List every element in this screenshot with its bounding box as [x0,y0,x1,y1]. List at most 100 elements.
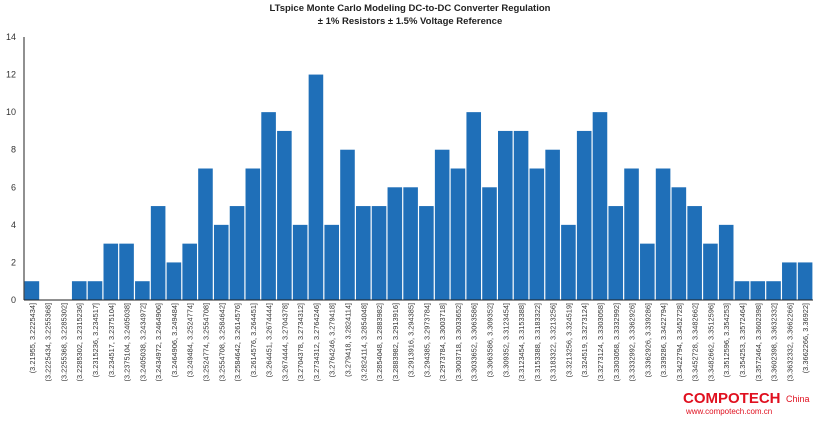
x-tick-label: (3.3033652, 3.3063586] [470,303,479,382]
x-tick-label: (3.3632332, 3.3662266] [785,303,794,382]
y-tick-label: 10 [6,107,16,117]
x-tick-label: (3.3572464, 3.3602398] [754,303,763,382]
bar [561,224,576,300]
x-axis-tick-labels: (3.21955, 3.2225434] (3.2225434, 3.225536… [28,303,810,382]
bar [403,187,418,300]
bar [419,206,434,300]
x-tick-label: (3.3153388, 3.3183322] [533,303,542,382]
x-tick-label: (3.2554708, 3.2584642] [217,303,226,382]
bar [576,130,592,300]
x-tick-label: (3.3003718, 3.3033652] [454,303,463,382]
chart-subtitle: ± 1% Resistors ± 1.5% Voltage Reference [318,16,503,27]
watermark: COMPOTECH China www.compotech.com.cn [683,390,810,416]
y-tick-label: 8 [11,145,16,155]
chart-title: LTspice Monte Carlo Modeling DC-to-DC Co… [270,3,551,14]
bar [24,281,40,300]
bar [498,130,513,300]
y-tick-label: 2 [11,257,16,267]
watermark-suffix: China [786,394,810,404]
bar [545,149,560,300]
x-tick-label: (3.2315236, 3.234517] [91,303,100,377]
bar [466,112,482,300]
bar [655,168,671,300]
bar [213,224,229,300]
bar [687,206,702,300]
bar [782,262,797,300]
x-tick-label: (3.234517, 3.2375104] [107,303,116,377]
bar [135,281,150,300]
x-tick-label: (3.2854048, 3.2883982] [375,303,384,382]
x-tick-label: (3.2614576, 3.264451] [249,303,258,377]
bar [750,281,766,300]
x-tick-label: (3.3602398, 3.3632332] [770,303,779,382]
bar [371,206,387,300]
bar [355,206,371,300]
x-tick-label: (3.3422794, 3.3452728] [675,303,684,382]
watermark-url: www.compotech.com.cn [685,407,772,416]
bar [229,206,245,300]
bar [482,187,497,300]
x-tick-label: (3.3362926, 3.339286] [643,303,652,377]
bar [166,262,182,300]
x-tick-label: (3.3063586, 3.309352] [486,303,495,377]
bar [624,168,639,300]
x-tick-label: (3.2764246, 3.279418] [328,303,337,377]
bar [324,224,339,300]
y-tick-label: 0 [11,295,16,305]
y-tick-label: 12 [6,70,16,80]
x-tick-label: (3.2734312, 3.2764246] [312,303,321,382]
x-tick-label: (3.2524774, 3.2554708] [201,303,210,382]
x-tick-label: (3.2375104, 3.2405038] [123,303,132,382]
bar [450,168,466,300]
x-tick-label: (3.3482662, 3.3512596] [706,303,715,382]
bar [608,206,624,300]
x-tick-label: (3.3452728, 3.3482662] [691,303,700,382]
x-tick-label: (3.2255368, 3.2285302] [59,303,68,382]
x-tick-label: (3.2973784, 3.3003718] [438,303,447,382]
bar [592,112,608,300]
x-tick-label: (3.2584642, 3.2614576] [233,303,242,382]
x-tick-label: (3.2464906, 3.249484] [170,303,179,377]
bar [529,168,545,300]
x-tick-label: (3.2913916, 3.294385] [407,303,416,377]
bar [261,112,276,300]
bar [718,224,734,300]
x-tick-label: (3.3123454, 3.3153388] [517,303,526,382]
x-tick-label: (3.3183322, 3.3213256] [549,303,558,382]
bar [434,149,450,300]
bar [640,243,655,300]
x-tick-label: (3.3662266, 3.36922] [801,303,810,373]
bar [340,149,355,300]
y-axis-ticks: 0 2 4 6 8 10 12 14 [6,32,16,305]
bar [150,206,166,300]
bar-series [24,74,813,300]
x-tick-label: (3.2704378, 3.2734312] [296,303,305,382]
x-tick-label: (3.21955, 3.2225434] [28,303,37,373]
x-tick-label: (3.264451, 3.2674444] [265,303,274,377]
x-tick-label: (3.294385, 3.2973784] [422,303,431,377]
x-tick-label: (3.2225434, 3.2255368] [44,303,53,382]
x-tick-label: (3.324519, 3.3273124] [580,303,589,377]
bar [292,224,308,300]
bar [734,281,750,300]
bar [71,281,87,300]
x-tick-label: (3.3213256, 3.324519] [564,303,573,377]
bar [245,168,261,300]
bar [308,74,324,300]
y-tick-label: 6 [11,182,16,192]
y-tick-label: 14 [6,32,16,42]
x-tick-label: (3.2674444, 3.2704378] [280,303,289,382]
x-tick-label: (3.2405038, 3.2434972] [138,303,147,382]
bar [703,243,718,300]
bar [182,243,197,300]
x-tick-label: (3.3303058, 3.3332992] [612,303,621,382]
x-tick-label: (3.3273124, 3.3303058] [596,303,605,382]
x-tick-label: (3.2434972, 3.2464906] [154,303,163,382]
bar [277,130,292,300]
watermark-brand: COMPOTECH [683,390,781,407]
x-tick-label: (3.279418, 3.2824114] [343,303,352,377]
bar [103,243,119,300]
x-tick-label: (3.339286, 3.3422794] [659,303,668,377]
x-tick-label: (3.2285302, 3.2315236] [75,303,84,382]
